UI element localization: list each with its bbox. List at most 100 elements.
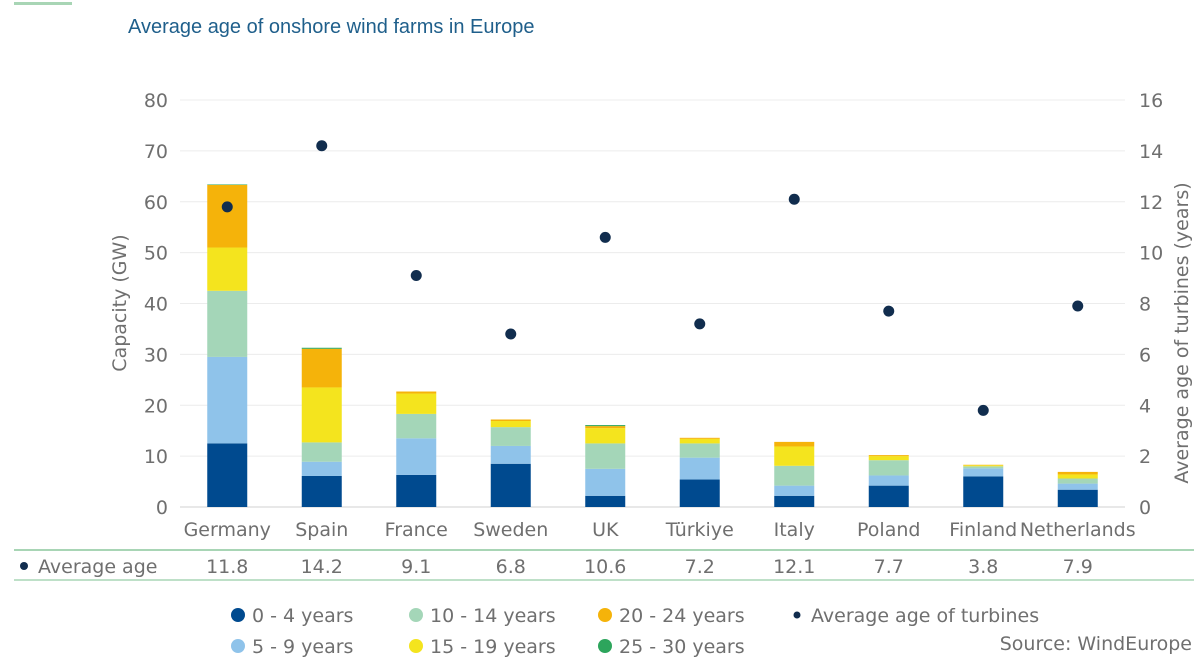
bar-segment <box>396 474 437 507</box>
bar-segment <box>1057 478 1098 484</box>
table-value: 7.2 <box>685 556 715 578</box>
legend-swatch <box>598 608 612 622</box>
average-age-dot <box>977 404 989 416</box>
bar-segment <box>396 438 437 475</box>
right-tick-label: 4 <box>1139 395 1151 417</box>
bar-segment <box>774 495 815 507</box>
title-accent-line <box>14 2 72 5</box>
legend-label: 20 - 24 years <box>619 605 745 627</box>
table-value: 12.1 <box>773 556 815 578</box>
bar-segment <box>1057 483 1098 490</box>
bar-segment <box>868 475 909 486</box>
bar-segment <box>774 441 815 447</box>
bar-segment <box>301 475 342 507</box>
legend-label: Average age of turbines <box>811 605 1039 627</box>
bar-segment <box>490 421 531 428</box>
bar-segment <box>207 184 248 248</box>
table-value: 7.9 <box>1063 556 1093 578</box>
legend-swatch <box>231 639 245 653</box>
bar-segment <box>207 247 248 291</box>
legend-swatch <box>598 639 612 653</box>
table-value: 11.8 <box>206 556 248 578</box>
average-age-dot <box>221 201 233 213</box>
category-label: UK <box>592 519 619 541</box>
left-tick-label: 30 <box>144 344 168 366</box>
table-values: 11.8 14.2 9.1 6.8 10.6 7.2 12.1 7.7 3.8 7.9 <box>206 556 1093 578</box>
left-tick-label: 70 <box>144 141 168 163</box>
right-tick-label: 8 <box>1139 294 1151 316</box>
left-tick-label: 10 <box>144 446 168 468</box>
bar-segment <box>585 468 626 496</box>
bar-segment <box>301 387 342 443</box>
bar-segment <box>868 485 909 507</box>
bar-segment <box>585 428 626 444</box>
bar-segment <box>963 466 1004 469</box>
bar-segment <box>679 438 720 444</box>
left-tick-label: 60 <box>144 192 168 214</box>
category-label: Netherlands <box>1020 519 1136 541</box>
average-age-dot <box>694 318 706 330</box>
bar-segment <box>301 347 342 349</box>
right-tick-label: 12 <box>1139 192 1163 214</box>
legend-label: 0 - 4 years <box>252 605 353 627</box>
legend-label: 5 - 9 years <box>252 636 353 658</box>
bar-segment <box>207 356 248 444</box>
bar-segment <box>963 476 1004 507</box>
bar-segment <box>396 391 437 394</box>
left-tick-label: 0 <box>156 497 168 519</box>
category-label: Finland <box>949 519 1017 541</box>
left-tick-label: 20 <box>144 395 168 417</box>
bar-segment <box>1057 471 1098 475</box>
bar-segment <box>679 443 720 458</box>
category-label: Sweden <box>473 519 548 541</box>
left-tick-label: 40 <box>144 294 168 316</box>
category-label: Spain <box>295 519 348 541</box>
right-tick-label: 14 <box>1139 141 1163 163</box>
bar-segment <box>774 485 815 496</box>
table-value: 9.1 <box>401 556 431 578</box>
average-age-dot <box>505 328 517 340</box>
category-label: Germany <box>184 519 271 541</box>
average-age-dot <box>883 305 895 317</box>
legend-label: 25 - 30 years <box>619 636 745 658</box>
average-age-dot <box>410 270 422 282</box>
bar-segment <box>868 460 909 476</box>
legend: 0 - 4 years 5 - 9 years 10 - 14 years 15 - … <box>231 605 1039 658</box>
table-value: 10.6 <box>584 556 626 578</box>
bar-segment <box>963 465 1004 467</box>
average-age-dot <box>788 193 800 205</box>
left-tick-label: 80 <box>144 90 168 112</box>
legend-label: 10 - 14 years <box>430 605 556 627</box>
bar-segment <box>396 413 437 439</box>
bar-segment <box>774 465 815 486</box>
category-label: Türkiye <box>665 519 734 541</box>
legend-swatch <box>409 639 423 653</box>
left-axis-label: Capacity (GW) <box>109 234 131 371</box>
table-value: 6.8 <box>496 556 526 578</box>
table-value: 7.7 <box>874 556 904 578</box>
category-labels: Germany Spain France Sweden UK Türkiye Italy Po… <box>184 519 1136 541</box>
legend-swatch <box>793 611 801 619</box>
bar-segment <box>490 419 531 422</box>
right-axis-ticks: 0 2 4 6 8 10 12 14 16 <box>1139 90 1163 519</box>
bar-segment <box>963 464 1004 466</box>
bar-segment <box>490 445 531 464</box>
left-axis-ticks: 0 10 20 30 40 50 60 70 80 <box>144 90 168 519</box>
bar-segment <box>207 184 248 185</box>
bar-segment <box>585 425 626 427</box>
table-value: 14.2 <box>301 556 343 578</box>
table-value: 3.8 <box>968 556 998 578</box>
right-tick-label: 16 <box>1139 90 1163 112</box>
bar-segment <box>868 455 909 457</box>
bar-segment <box>679 457 720 480</box>
bar-segment <box>301 348 342 388</box>
bar-segment <box>585 426 626 429</box>
legend-swatch <box>231 608 245 622</box>
right-tick-label: 2 <box>1139 446 1151 468</box>
category-label: Poland <box>857 519 920 541</box>
bar-segment <box>207 443 248 507</box>
right-tick-label: 0 <box>1139 497 1151 519</box>
source-note: Source: WindEurope <box>999 633 1192 655</box>
average-age-dots <box>221 140 1084 416</box>
